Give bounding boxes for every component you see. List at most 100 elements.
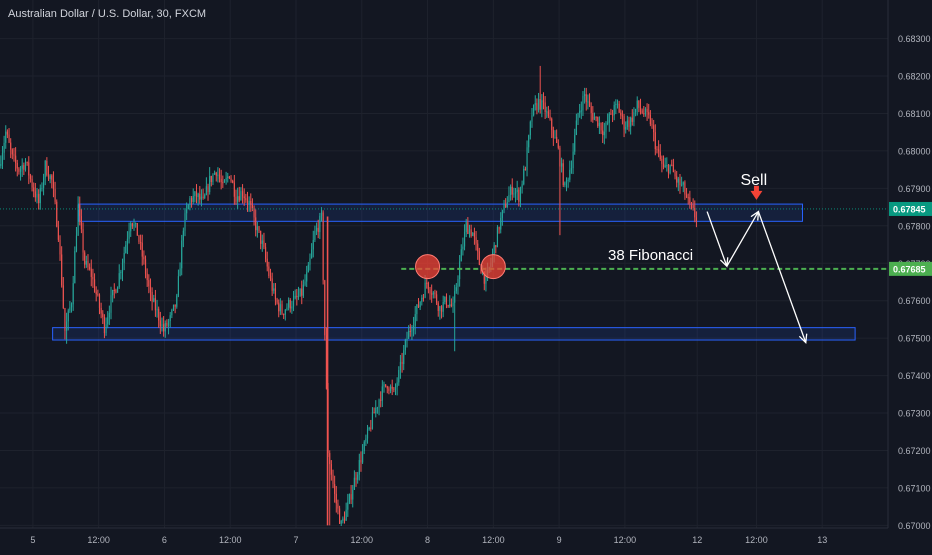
candle-body (217, 174, 219, 176)
candle-body (536, 103, 538, 111)
price-tick-label: 0.67000 (898, 521, 931, 531)
candle-body (294, 295, 296, 299)
candle-body (159, 320, 161, 327)
current-price-tag (889, 201, 932, 216)
candle-body (672, 164, 674, 173)
price-tick-label: 0.67800 (898, 221, 931, 231)
candle-body (687, 197, 689, 199)
candle-body (375, 407, 377, 414)
candle-body (24, 162, 27, 170)
candle-body (442, 302, 444, 312)
candle-body (628, 120, 630, 127)
candle-body (413, 325, 415, 331)
candle-body (306, 272, 308, 282)
candle-body (565, 179, 568, 183)
candle-body (29, 175, 31, 179)
candle-body (248, 201, 250, 204)
candle-body (57, 226, 59, 240)
candle-body (626, 120, 628, 127)
candle-body (623, 116, 625, 130)
candle-body (580, 110, 582, 112)
candle-body (102, 313, 104, 317)
candle-body (508, 195, 510, 203)
sell-arrow-stem (753, 185, 759, 192)
candle-body (222, 182, 224, 184)
candle-body (421, 297, 423, 302)
candle-body (230, 178, 232, 181)
candle-body (557, 143, 559, 148)
candle-body (44, 160, 46, 178)
candle-body (422, 297, 425, 299)
candle-body (611, 114, 614, 116)
candle-body (339, 508, 341, 524)
candle-body (363, 441, 365, 451)
candle-body (518, 189, 520, 202)
candle-body (618, 103, 620, 113)
candle-body (432, 292, 434, 295)
candle-body (279, 304, 281, 312)
candle-body (600, 122, 602, 131)
candle-body (144, 259, 147, 274)
candle-body (75, 235, 78, 252)
candle-body (156, 308, 158, 311)
candle-body (43, 177, 45, 188)
candle-body (579, 110, 581, 114)
candle-body (21, 165, 23, 169)
candle-body (307, 264, 309, 273)
candle-body (70, 304, 73, 308)
candle-body (352, 489, 354, 500)
candle-body (546, 111, 548, 113)
current-price-tag-label: 0.67845 (893, 204, 926, 214)
candle-body (656, 149, 658, 151)
candle-body (585, 94, 587, 102)
candle-body (301, 288, 303, 296)
candle-body (613, 104, 615, 116)
candle-body (528, 135, 530, 148)
candle-body (468, 229, 471, 235)
candle-body (677, 178, 679, 183)
candle-body (210, 176, 212, 183)
candle-body (93, 279, 96, 292)
candle-body (273, 288, 275, 291)
candle-body (200, 196, 203, 200)
candle-body (513, 193, 515, 195)
candle-body (319, 215, 321, 233)
candle-body (368, 427, 370, 430)
candle-body (631, 117, 633, 122)
candle-body (588, 101, 591, 107)
candle-body (467, 222, 469, 235)
candle-body (19, 168, 22, 172)
candle-body (643, 113, 645, 115)
candle-body (452, 302, 454, 307)
candle-body (396, 382, 398, 388)
candle-body (0, 164, 2, 166)
candle-body (115, 290, 117, 293)
candle-body (302, 284, 304, 296)
candle-body (110, 295, 112, 313)
candle-body (610, 113, 612, 115)
candle-body (131, 223, 133, 227)
candle-body (246, 200, 249, 204)
time-tick-label: 12:00 (614, 535, 637, 545)
projection-segment (757, 211, 807, 343)
candle-body (72, 283, 74, 305)
time-tick-label: 5 (30, 535, 35, 545)
candle-body (664, 165, 666, 168)
candle-body (534, 103, 536, 105)
candle-body (136, 223, 138, 236)
candle-body (325, 335, 327, 389)
candle-body (195, 191, 198, 198)
candle-body (153, 298, 155, 302)
candle-body (684, 182, 686, 195)
resistance-zone (78, 203, 803, 222)
fib-price-tag (889, 261, 932, 276)
candle-body (149, 286, 152, 292)
candle-body (199, 193, 201, 200)
candle-body (455, 287, 457, 292)
candle-body (314, 230, 316, 240)
candle-body (682, 182, 684, 185)
candle-body (56, 201, 58, 227)
candle-body (154, 298, 156, 311)
candle-body (533, 104, 535, 116)
candle-body (449, 304, 451, 307)
